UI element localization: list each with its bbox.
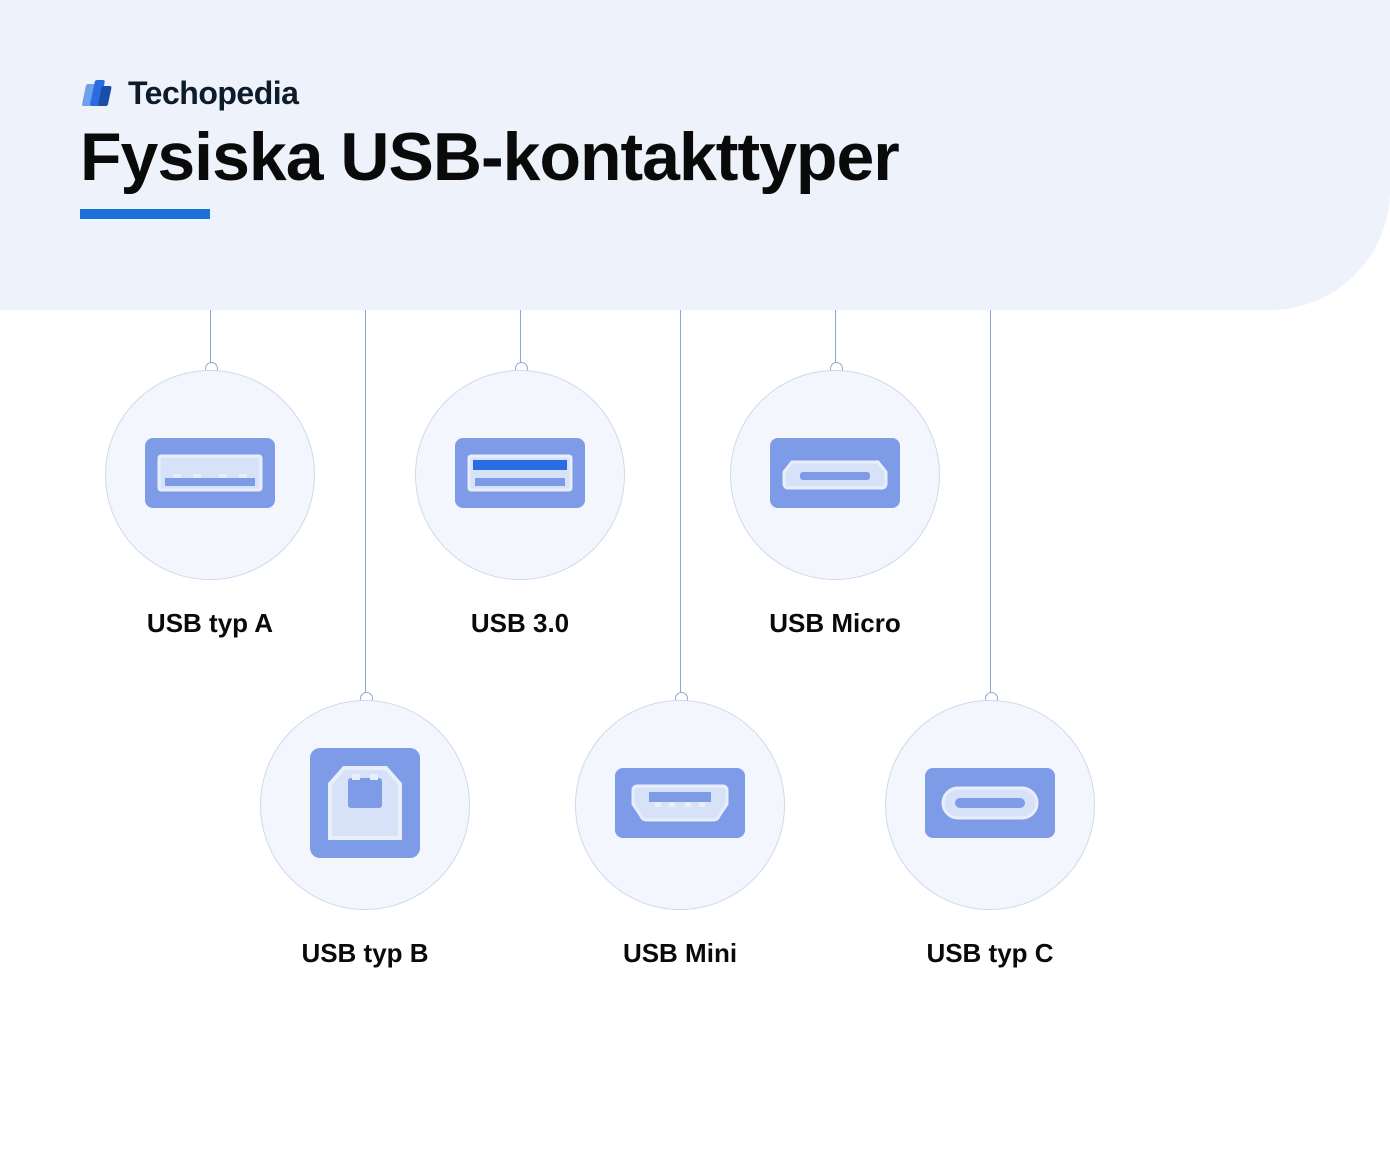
usb-c-icon bbox=[925, 768, 1055, 843]
brand: Techopedia bbox=[80, 75, 899, 112]
diagram-area: USB typ A USB typ B USB 3.0 USB Mini USB… bbox=[0, 310, 1390, 1166]
connector-usb-c: USB typ C bbox=[885, 700, 1095, 969]
connector-label: USB Micro bbox=[769, 608, 900, 639]
brand-logo-icon bbox=[80, 76, 116, 112]
hanger-line bbox=[680, 310, 681, 700]
connector-label: USB typ B bbox=[301, 938, 428, 969]
connector-usb-30: USB 3.0 bbox=[415, 370, 625, 639]
connector-label: USB Mini bbox=[623, 938, 737, 969]
connector-usb-a: USB typ A bbox=[105, 370, 315, 639]
brand-name: Techopedia bbox=[128, 75, 298, 112]
usb-b-icon bbox=[310, 748, 420, 863]
connector-circle bbox=[415, 370, 625, 580]
hanger-line bbox=[365, 310, 366, 700]
header: Techopedia Fysiska USB-kontakttyper bbox=[80, 75, 899, 219]
usb-mini-icon bbox=[615, 768, 745, 843]
connector-label: USB 3.0 bbox=[471, 608, 569, 639]
connector-circle bbox=[260, 700, 470, 910]
usb-a-icon bbox=[145, 438, 275, 513]
connector-circle bbox=[105, 370, 315, 580]
connector-circle bbox=[730, 370, 940, 580]
hanger-line bbox=[520, 310, 521, 370]
usb-30-icon bbox=[455, 438, 585, 513]
connector-usb-micro: USB Micro bbox=[730, 370, 940, 639]
connector-usb-b: USB typ B bbox=[260, 700, 470, 969]
connector-circle bbox=[885, 700, 1095, 910]
title-underline bbox=[80, 209, 210, 219]
usb-micro-icon bbox=[770, 438, 900, 513]
hanger-line bbox=[210, 310, 211, 370]
hanger-line bbox=[835, 310, 836, 370]
page-title: Fysiska USB-kontakttyper bbox=[80, 120, 899, 195]
hanger-line bbox=[990, 310, 991, 700]
connector-label: USB typ C bbox=[926, 938, 1053, 969]
connector-circle bbox=[575, 700, 785, 910]
connector-usb-mini: USB Mini bbox=[575, 700, 785, 969]
connector-label: USB typ A bbox=[147, 608, 273, 639]
